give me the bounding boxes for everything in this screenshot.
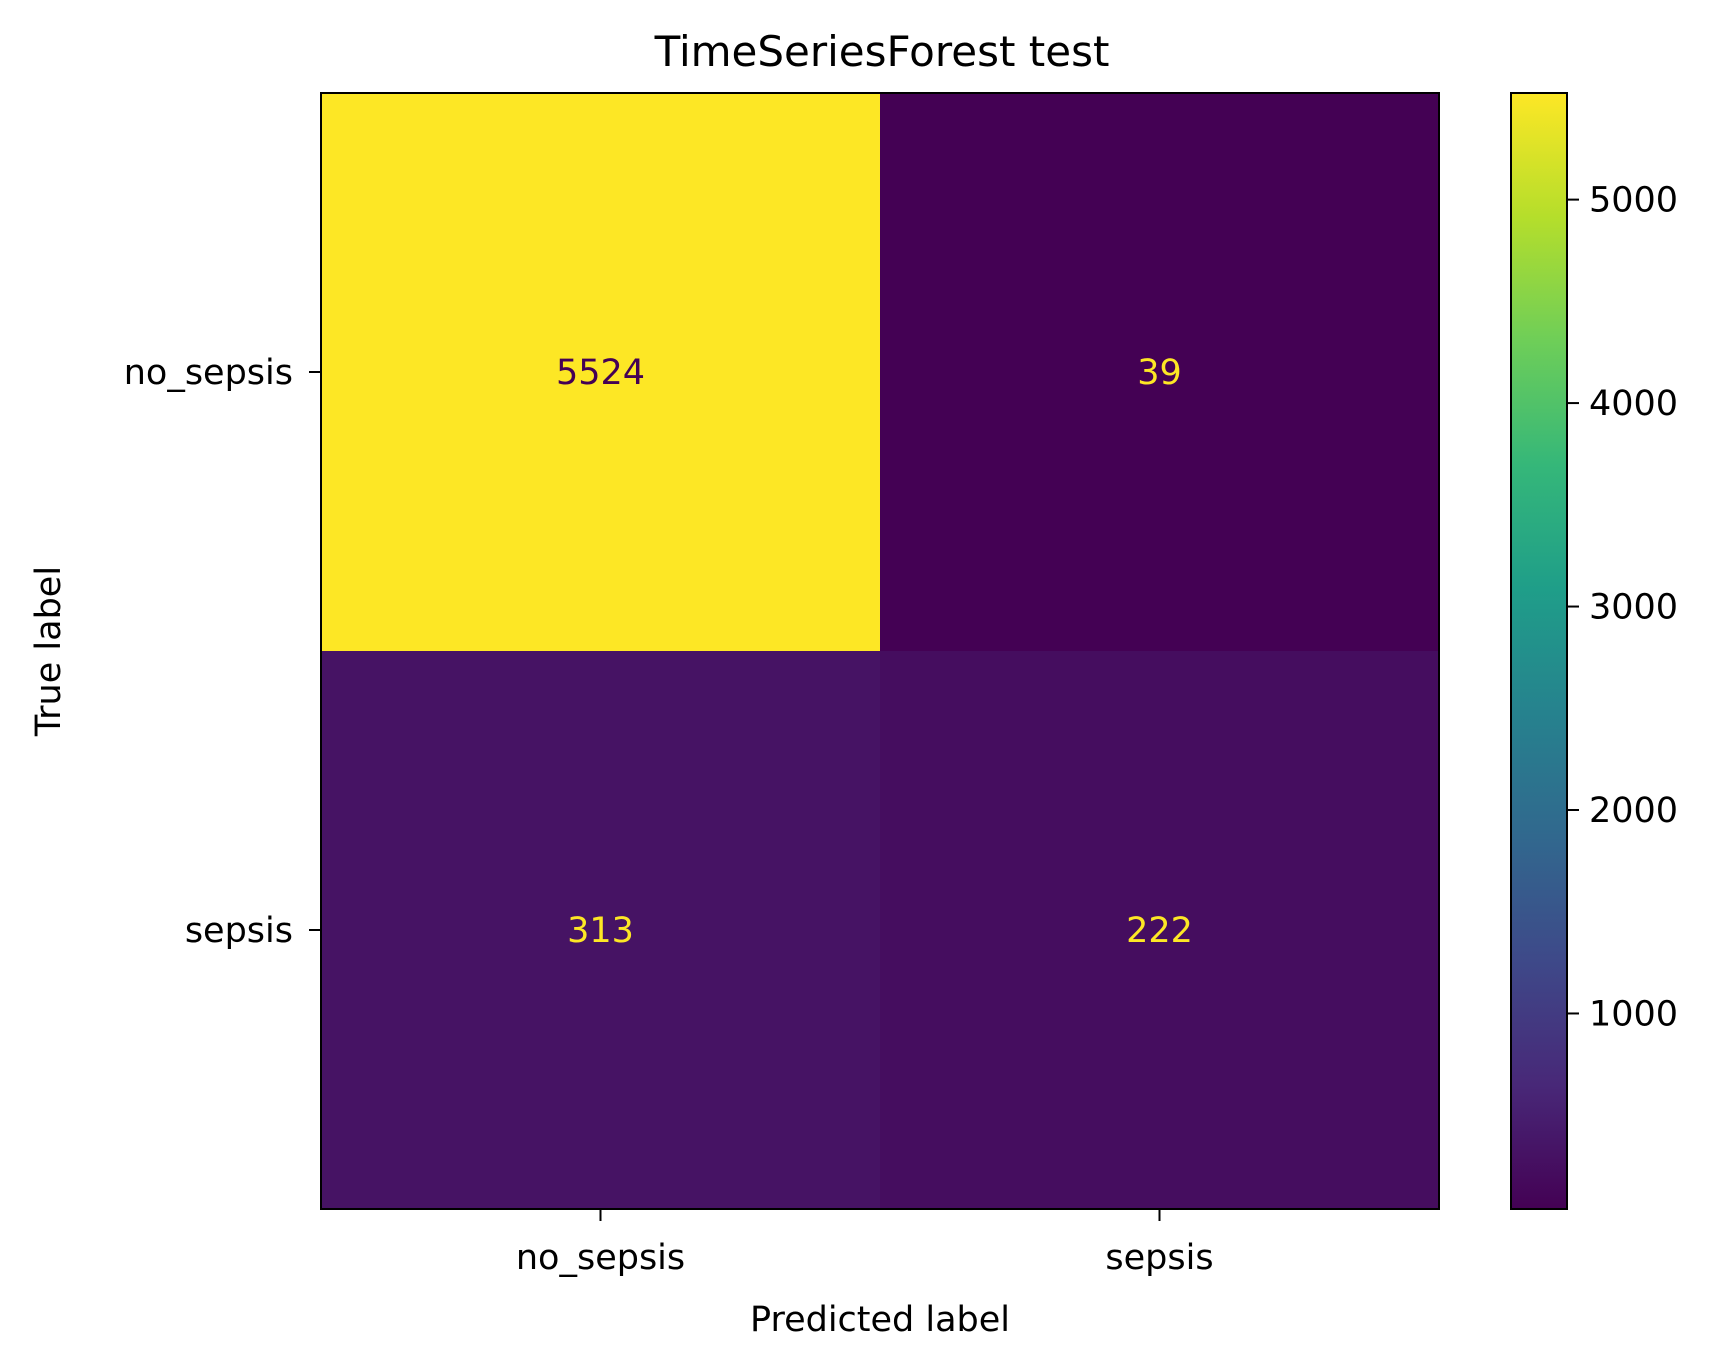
y-axis-label: True label	[29, 566, 69, 737]
colorbar-tick-label: 5000	[1589, 181, 1678, 221]
colorbar-ticks: 1000 2000 3000 4000 5000	[1567, 181, 1678, 1034]
x-axis-ticks: no_sepsis sepsis	[516, 1209, 1214, 1278]
plot-frame	[320, 92, 1440, 1210]
heatmap-cell-label: 5524	[556, 353, 645, 393]
heatmap-cell	[321, 651, 881, 1210]
heatmap-cell	[880, 651, 1440, 1210]
heatmap-cell-labels: 5524 39 313 222	[556, 353, 1193, 951]
colorbar-tick-label: 4000	[1589, 384, 1678, 424]
x-tick-label: no_sepsis	[516, 1238, 685, 1278]
x-tick-label: sepsis	[1105, 1238, 1213, 1278]
heatmap-cell-label: 222	[1126, 911, 1193, 951]
colorbar-tick-label: 3000	[1589, 588, 1678, 628]
colorbar-tick-label: 2000	[1589, 791, 1678, 831]
y-tick-label: sepsis	[185, 911, 293, 951]
heatmap-cells	[321, 93, 1440, 1210]
colorbar-frame	[1510, 92, 1568, 1210]
x-axis-label: Predicted label	[750, 1300, 1010, 1340]
heatmap-cell	[321, 93, 881, 652]
heatmap-cell-label: 313	[567, 911, 634, 951]
colorbar	[1511, 93, 1567, 1209]
heatmap-cell	[880, 93, 1440, 652]
heatmap-cell-label: 39	[1137, 353, 1182, 393]
colorbar-tick-label: 1000	[1589, 994, 1678, 1034]
chart-title: TimeSeriesForest test	[654, 27, 1110, 76]
y-tick-label: no_sepsis	[124, 353, 293, 393]
